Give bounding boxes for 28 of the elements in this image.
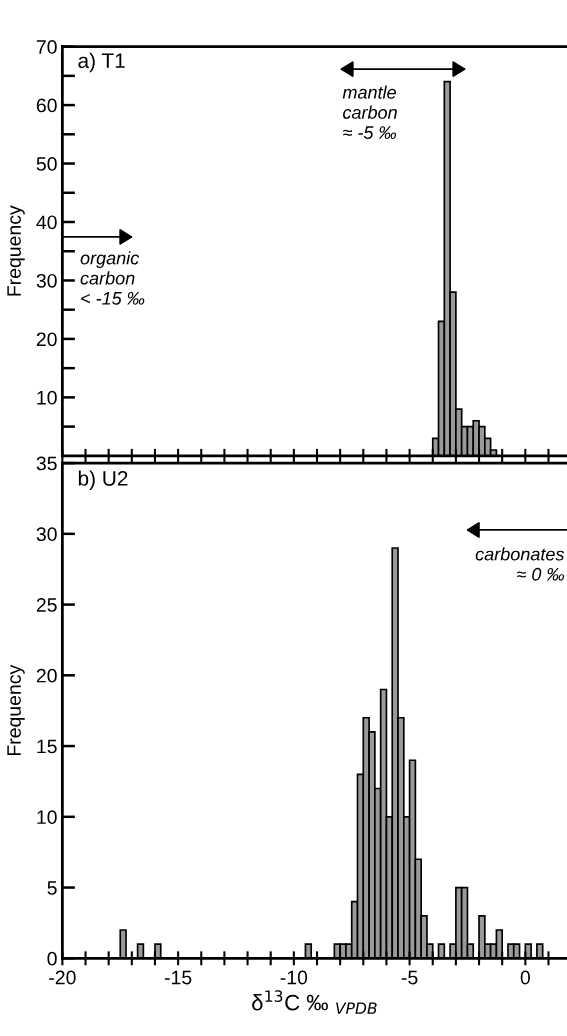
chart-title: a) T1 [78, 52, 125, 73]
annotation: organic carbon < -15 ‰ [80, 251, 145, 305]
y-tick-label: 30 [36, 273, 57, 288]
y-tick-label: 5 [47, 881, 57, 895]
x-tick-label: -15 [164, 970, 192, 985]
y-tick-label: 10 [37, 810, 57, 825]
y-tick-label: 20 [36, 668, 57, 683]
x-tick-label: -10 [280, 970, 308, 985]
y-tick-label: 25 [36, 598, 57, 612]
y-tick-label: 70 [36, 40, 57, 54]
y-axis-title: Frequency [7, 664, 25, 756]
y-tick-label: 35 [36, 456, 57, 471]
x-tick-label: 0 [520, 970, 530, 985]
y-tick-label: 20 [36, 332, 57, 347]
x-tick-label: -5 [401, 970, 418, 985]
annotation: mantle carbon ≈ -5 ‰ [342, 85, 397, 139]
y-tick-label: 50 [36, 157, 57, 171]
annotation: carbonates ≈ 0 ‰ [475, 547, 565, 581]
x-tick-label: -20 [49, 970, 76, 985]
y-tick-label: 0 [47, 951, 57, 966]
y-tick-label: 60 [36, 98, 57, 113]
chart-title: b) U2 [78, 470, 128, 490]
y-tick-label: 30 [36, 527, 57, 542]
y-tick-label: 10 [37, 390, 57, 405]
y-axis-title: Frequency [7, 205, 25, 296]
x-axis-title: δ$^{13}$C ‰ $_{VPDB}$ [252, 990, 377, 1014]
y-tick-label: 15 [37, 739, 57, 754]
y-tick-label: 40 [36, 215, 57, 230]
